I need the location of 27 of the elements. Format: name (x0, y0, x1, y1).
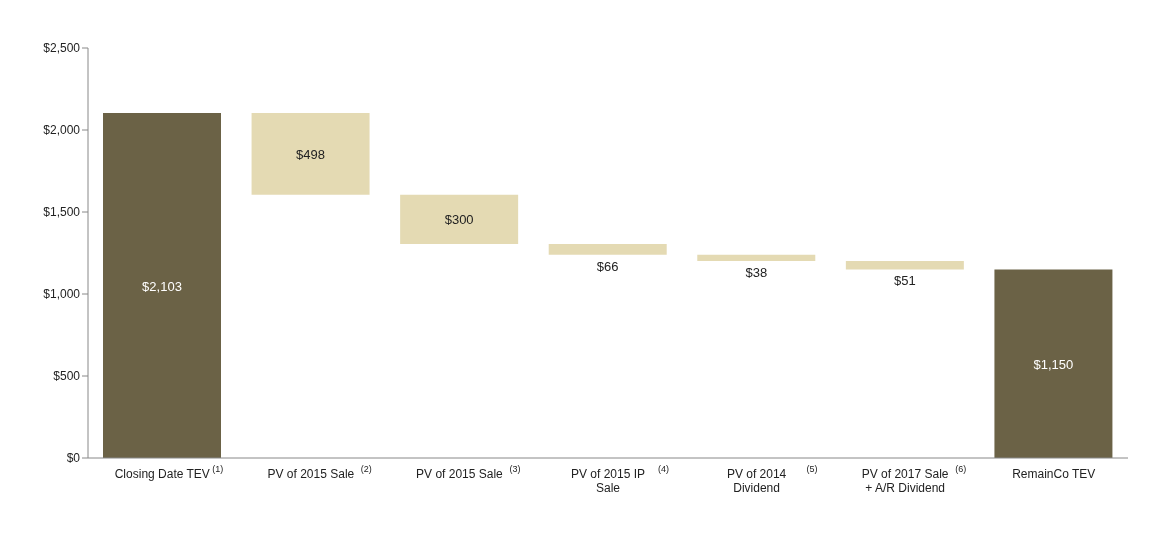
y-tick-label: $2,500 (43, 41, 81, 56)
x-tick-label: PV of 2015 Sale(3) (416, 464, 521, 481)
y-tick-label: $0 (66, 451, 81, 466)
x-tick-label: RemainCo TEV (1012, 467, 1096, 481)
bar (548, 243, 667, 255)
data-label: $300 (444, 212, 474, 228)
data-label: $38 (745, 265, 768, 281)
data-label: $51 (894, 273, 916, 289)
category-label: PV of 2014 Dividend(5) (726, 464, 818, 495)
y-tick-label: $1,500 (43, 205, 81, 220)
y-tick-label: $500 (53, 369, 81, 384)
bar (697, 254, 816, 262)
bar (400, 194, 519, 244)
data-label: $66 (596, 258, 619, 274)
data-label: $2,103 (142, 278, 182, 294)
bar (103, 113, 221, 458)
x-tick-label: PV of 2015 Sale(2) (267, 464, 372, 481)
y-tick-label: $1,000 (43, 287, 81, 302)
category-label: PV of 2015 IP Sale(4) (570, 464, 669, 495)
bar (994, 269, 1113, 458)
y-tick-label: $2,000 (43, 123, 81, 138)
data-label: $1,150 (1033, 356, 1074, 372)
x-tick-label: PV of 2017 Sale + A/R Dividend(6) (861, 464, 967, 495)
x-tick-label: Closing Date TEV(1) (114, 464, 224, 481)
data-label: $498 (296, 146, 326, 162)
bar (251, 113, 370, 195)
bar (845, 261, 964, 270)
